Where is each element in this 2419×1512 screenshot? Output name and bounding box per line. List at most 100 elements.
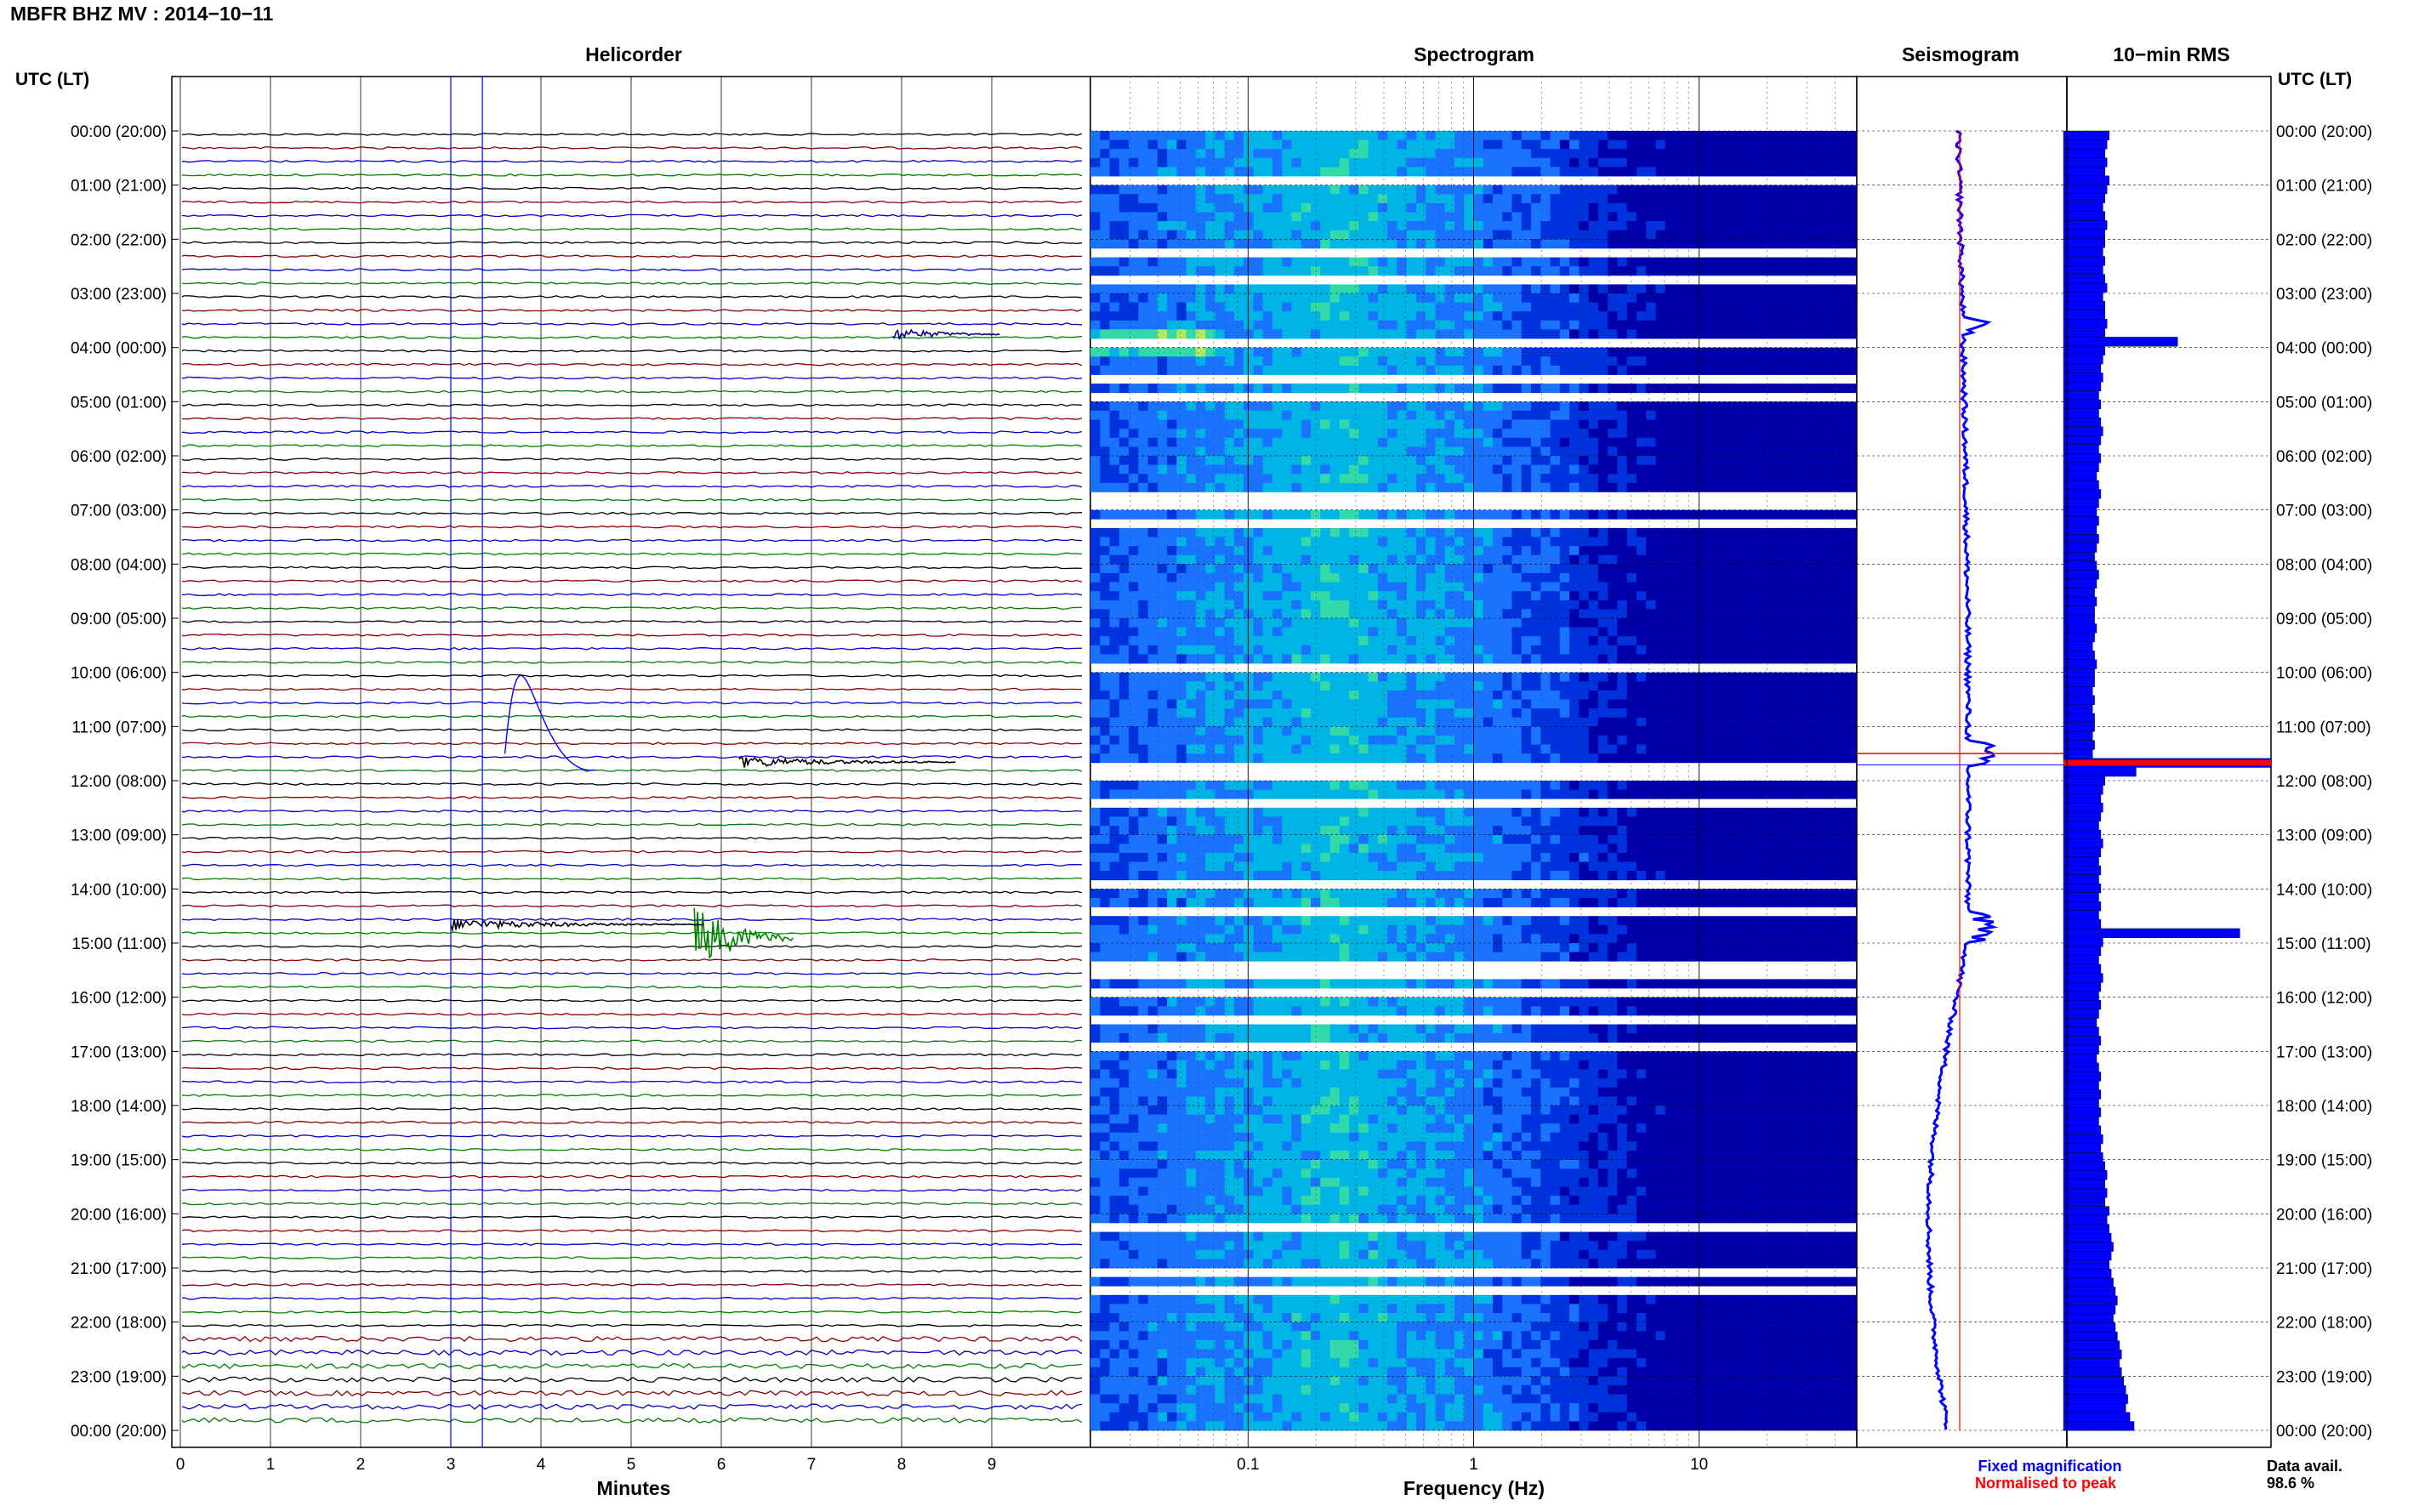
spectrogram-cell — [1233, 582, 1244, 592]
spectrogram-cell — [1329, 347, 1340, 357]
spectrogram-cell — [1741, 230, 1752, 240]
spectrogram-cell — [1377, 194, 1388, 204]
spectrogram-cell — [1521, 672, 1532, 682]
spectrogram-cell — [1224, 572, 1235, 583]
spectrogram-cell — [1569, 591, 1579, 601]
spectrogram-cell — [1626, 744, 1637, 754]
helicorder-trace — [181, 728, 1083, 732]
spectrogram-cell — [1790, 131, 1801, 140]
spectrogram-cell — [1847, 410, 1858, 420]
spectrogram-cell — [1415, 690, 1426, 700]
spectrogram-cell — [1483, 202, 1494, 213]
spectrogram-cell — [1569, 717, 1579, 727]
spectrogram-cell — [1837, 636, 1848, 646]
spectrogram-cell — [1799, 221, 1810, 231]
spectrogram-cell — [1790, 564, 1801, 574]
spectrogram-cell — [1626, 735, 1637, 745]
spectrogram-cell — [1713, 645, 1723, 655]
spectrogram-cell — [1444, 131, 1455, 140]
spectrogram-cell — [1684, 690, 1695, 700]
spectrogram-cell — [1090, 230, 1101, 240]
spectrogram-cell — [1617, 284, 1628, 294]
spectrogram-cell — [1291, 474, 1302, 484]
spectrogram-cell — [1837, 464, 1848, 475]
spectrogram-cell — [1579, 708, 1590, 719]
spectrogram-cell — [1129, 293, 1139, 303]
spectrogram-cell — [1387, 464, 1397, 475]
spectrogram-cell — [1368, 221, 1379, 231]
spectrogram-cell — [1799, 320, 1810, 330]
spectrogram-cell — [1493, 266, 1503, 276]
spectrogram-cell — [1339, 293, 1350, 303]
spectrogram-cell — [1779, 735, 1790, 745]
spectrogram-cell — [1167, 329, 1177, 339]
spectrogram-cell — [1808, 221, 1819, 231]
spectrogram-cell — [1511, 618, 1523, 628]
spectrogram-cell — [1675, 753, 1685, 764]
spectrogram-cell — [1291, 139, 1302, 150]
spectrogram-cell — [1761, 212, 1772, 222]
spectrogram-cell — [1244, 230, 1255, 240]
spectrogram-cell — [1272, 365, 1283, 375]
spectrogram-cell — [1847, 554, 1858, 565]
spectrogram-cell — [1665, 157, 1676, 168]
spectrogram-cell — [1291, 239, 1302, 249]
spectrogram-cell — [1167, 437, 1177, 447]
spectrogram-cell — [1732, 726, 1743, 736]
spectrogram-cell — [1741, 546, 1752, 556]
spectrogram-cell — [1684, 131, 1695, 140]
spectrogram-cell — [1779, 627, 1790, 637]
spectrogram-cell — [1320, 139, 1331, 150]
spectrogram-cell — [1167, 401, 1177, 412]
spectrogram-cell — [1454, 726, 1465, 736]
spectrogram-cell — [1569, 726, 1579, 736]
spectrogram-cell — [1454, 356, 1465, 367]
spectrogram-cell — [1138, 546, 1149, 556]
spectrogram-cell — [1215, 302, 1226, 312]
spectrogram-cell — [1722, 311, 1733, 321]
spectrogram-cell — [1100, 527, 1111, 537]
spectrogram-cell — [1358, 429, 1369, 439]
spectrogram-cell — [1655, 293, 1666, 303]
spectrogram-cell — [1272, 437, 1283, 447]
spectrogram-cell — [1244, 627, 1255, 637]
spectrogram-cell — [1329, 591, 1340, 601]
spectrogram-cell — [1799, 384, 1810, 394]
spectrogram-cell — [1531, 591, 1541, 601]
helicorder-trace — [181, 268, 1083, 272]
spectrogram-cell — [1320, 437, 1331, 447]
spectrogram-cell — [1377, 185, 1388, 195]
spectrogram-cell — [1818, 419, 1829, 429]
spectrogram-cell — [1157, 464, 1168, 475]
spectrogram-cell — [1665, 482, 1676, 492]
spectrogram-cell — [1636, 257, 1647, 267]
spectrogram-cell — [1540, 202, 1551, 213]
spectrogram-cell — [1426, 329, 1437, 339]
spectrogram-cell — [1397, 717, 1408, 727]
spectrogram-cell — [1837, 194, 1848, 204]
spectrogram-cell — [1684, 194, 1695, 204]
helicorder-trace — [181, 674, 1083, 678]
spectrogram-cell — [1608, 554, 1619, 565]
spectrogram-cell — [1675, 627, 1685, 637]
spectrogram-cell — [1722, 131, 1733, 140]
spectrogram-cell — [1559, 356, 1570, 367]
spectrogram-cell — [1550, 627, 1561, 637]
spectrogram-cell — [1703, 456, 1714, 465]
spectrogram-cell — [1761, 564, 1772, 574]
spectrogram-cell — [1129, 735, 1139, 745]
spectrogram-cell — [1540, 572, 1551, 583]
spectrogram-cell — [1253, 320, 1264, 330]
spectrogram-cell — [1703, 482, 1714, 492]
spectrogram-cell — [1779, 482, 1790, 492]
spectrogram-cell — [1626, 690, 1637, 700]
spectrogram-cell — [1837, 293, 1848, 303]
spectrogram-cell — [1444, 582, 1455, 592]
spectrogram-cell — [1167, 266, 1177, 276]
spectrogram-cell — [1415, 537, 1426, 547]
spectrogram-cell — [1521, 572, 1532, 583]
spectrogram-cell — [1272, 284, 1283, 294]
spectrogram-cell — [1521, 600, 1532, 610]
spectrogram-cell — [1377, 149, 1388, 159]
spectrogram-cell — [1588, 572, 1599, 583]
